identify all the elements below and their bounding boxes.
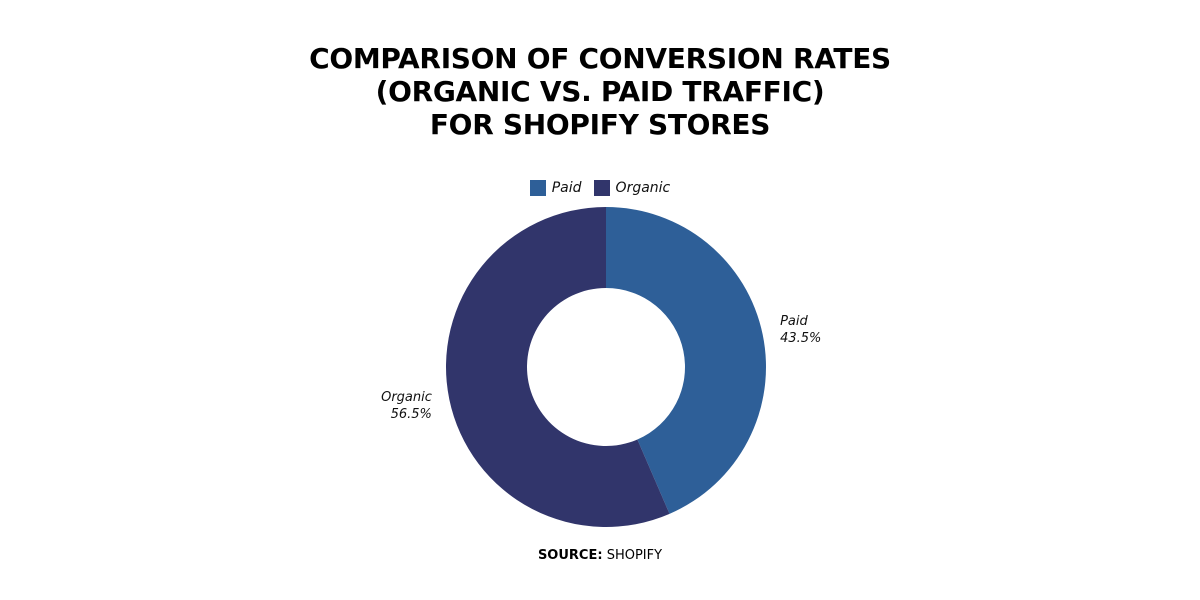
slice-value-organic: 56.5%: [391, 407, 432, 422]
legend-label-paid: Paid: [551, 180, 582, 196]
source-prefix: SOURCE:: [537, 548, 603, 563]
source-note: SOURCE: SHOPIFY: [0, 548, 1200, 563]
chart-title-line-2: (ORGANIC VS. PAID TRAFFIC): [375, 75, 825, 108]
chart-title-line-3: FOR SHOPIFY STORES: [429, 108, 771, 141]
legend-label-organic: Organic: [615, 180, 671, 196]
chart-title-line-1: COMPARISON OF CONVERSION RATES: [309, 42, 891, 75]
chart-title: COMPARISON OF CONVERSION RATES (ORGANIC …: [0, 42, 1200, 141]
chart-legend: Paid Organic: [0, 180, 1200, 196]
legend-item-paid: Paid: [529, 180, 582, 196]
slice-label-organic: Organic: [381, 390, 432, 405]
source-value: SHOPIFY: [606, 548, 663, 563]
slice-label-paid: Paid: [780, 314, 808, 329]
legend-swatch-paid: [529, 180, 546, 196]
donut-slice-organic: [446, 207, 670, 527]
donut-slice-paid: [606, 207, 767, 514]
legend-item-organic: Organic: [593, 180, 671, 196]
slice-value-paid: 43.5%: [780, 331, 821, 346]
legend-swatch-organic: [593, 180, 610, 196]
